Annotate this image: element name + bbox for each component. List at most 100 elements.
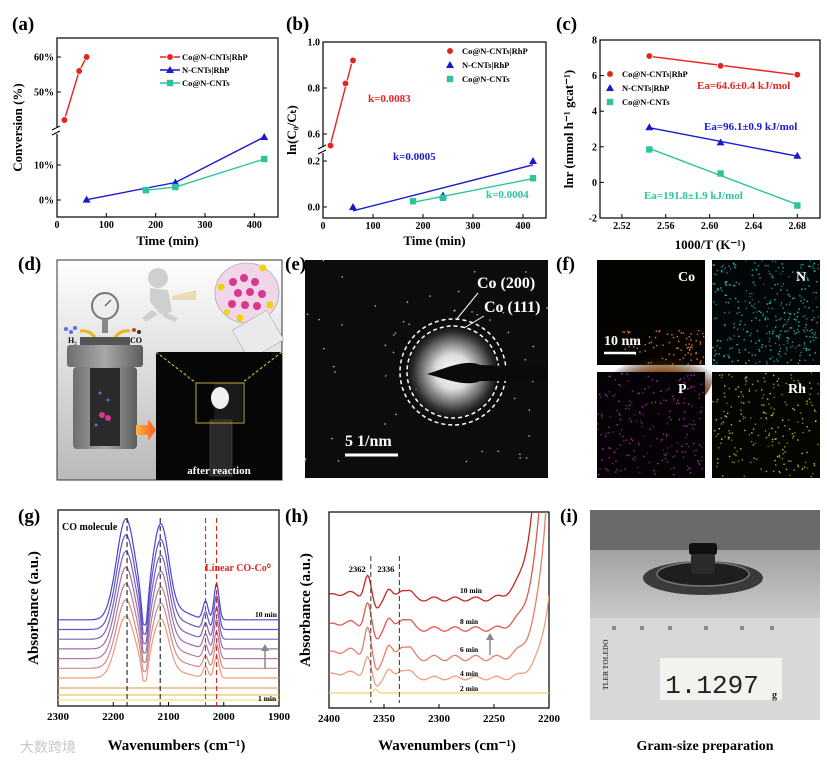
eds-signal-dot — [735, 281, 738, 284]
eds-signal-dot — [759, 360, 761, 363]
eds-signal-dot — [764, 380, 766, 383]
diffraction-spot — [408, 323, 410, 326]
eds-signal-dot — [623, 440, 625, 442]
eds-signal-dot — [786, 321, 788, 323]
eds-signal-dot — [647, 386, 650, 388]
axis-break — [319, 147, 327, 153]
eds-signal-dot — [748, 433, 751, 436]
eds-signal-dot — [738, 335, 740, 338]
eds-signal-dot — [748, 292, 751, 295]
eds-signal-dot — [768, 331, 771, 333]
eds-signal-dot — [670, 419, 672, 421]
diffraction-spot — [525, 457, 528, 459]
eds-signal-dot — [668, 416, 671, 418]
eds-signal-dot — [811, 404, 813, 406]
diffraction-spot — [528, 435, 530, 437]
eds-signal-dot — [768, 434, 770, 437]
data-point-square — [606, 98, 614, 106]
y-tick-label: 0 — [592, 178, 597, 189]
eds-signal-dot — [629, 404, 631, 407]
eds-signal-dot — [729, 347, 731, 350]
eds-signal-dot — [724, 281, 727, 284]
legend-label: Co@N-CNTs|RhP — [622, 69, 688, 79]
data-point-circle — [166, 53, 174, 61]
eds-signal-dot — [631, 390, 634, 392]
eds-signal-dot — [666, 461, 669, 463]
eds-signal-dot — [682, 332, 684, 334]
eds-signal-dot — [779, 273, 782, 275]
eds-signal-dot — [726, 402, 728, 405]
eds-signal-dot — [626, 373, 628, 375]
eds-signal-dot — [778, 470, 780, 473]
eds-signal-dot — [806, 425, 808, 428]
eds-signal-dot — [755, 311, 758, 313]
eds-signal-dot — [812, 264, 815, 266]
eds-signal-dot — [700, 383, 703, 386]
eds-signal-dot — [777, 283, 779, 285]
eds-signal-dot — [616, 424, 619, 426]
eds-signal-dot — [700, 446, 703, 448]
eds-signal-dot — [714, 349, 716, 352]
curve-label: 10 min — [255, 610, 278, 619]
eds-signal-dot — [703, 335, 705, 338]
x-tick-label: 100 — [366, 221, 381, 232]
eds-signal-dot — [766, 332, 768, 335]
eds-signal-dot — [693, 390, 696, 392]
legend-label: N-CNTs|RhP — [622, 83, 669, 93]
eds-signal-dot — [785, 382, 787, 385]
eds-signal-dot — [694, 454, 697, 457]
eds-signal-dot — [631, 439, 634, 442]
eds-signal-dot — [803, 298, 805, 301]
eds-signal-dot — [782, 452, 784, 455]
data-point-square — [260, 155, 268, 163]
eds-signal-dot — [809, 330, 811, 332]
panel-label-h: (h) — [285, 506, 308, 527]
eds-signal-dot — [758, 301, 760, 303]
eds-signal-dot — [777, 377, 780, 380]
data-point-circle — [349, 56, 357, 65]
eds-signal-dot — [783, 344, 785, 346]
data-point-triangle — [349, 203, 357, 210]
eds-signal-dot — [683, 425, 685, 427]
eds-signal-dot — [763, 412, 765, 414]
data-point-circle — [645, 52, 653, 60]
eds-signal-dot — [773, 383, 775, 385]
eds-signal-dot — [630, 420, 633, 423]
eds-signal-dot — [813, 316, 815, 319]
eds-signal-dot — [772, 412, 775, 414]
eds-signal-dot — [722, 475, 724, 477]
curve-label: 10 min — [460, 586, 483, 595]
eds-signal-dot — [724, 281, 727, 283]
eds-signal-dot — [798, 344, 801, 346]
eds-signal-dot — [695, 351, 697, 354]
eds-signal-dot — [687, 346, 689, 349]
y-tick-label: 0.6 — [308, 130, 321, 141]
eds-signal-dot — [762, 314, 764, 317]
eds-signal-dot — [702, 332, 704, 335]
eds-signal-dot — [815, 420, 817, 422]
eds-signal-dot — [699, 341, 702, 343]
arrow-right-icon — [136, 419, 156, 441]
eds-signal-dot — [639, 471, 641, 474]
eds-signal-dot — [737, 359, 739, 362]
eds-signal-dot — [597, 423, 599, 425]
eds-signal-dot — [782, 270, 784, 273]
eds-signal-dot — [686, 433, 689, 436]
diffraction-spot — [454, 309, 456, 312]
eds-signal-dot — [715, 317, 717, 319]
eds-signal-dot — [733, 335, 735, 337]
eds-signal-dot — [740, 409, 742, 412]
eds-signal-dot — [699, 343, 702, 345]
x-tick-label: 2400 — [318, 713, 341, 725]
eds-signal-dot — [633, 458, 635, 461]
eds-signal-dot — [687, 387, 689, 390]
fit-annotation: k=0.0005 — [393, 151, 436, 163]
eds-signal-dot — [801, 271, 803, 274]
eds-signal-dot — [636, 340, 638, 342]
eds-signal-dot — [644, 404, 646, 407]
eds-signal-dot — [812, 291, 815, 294]
eds-signal-dot — [802, 275, 805, 278]
diffraction-spot — [331, 437, 333, 440]
eds-signal-dot — [788, 428, 791, 430]
eds-signal-dot — [784, 401, 786, 403]
